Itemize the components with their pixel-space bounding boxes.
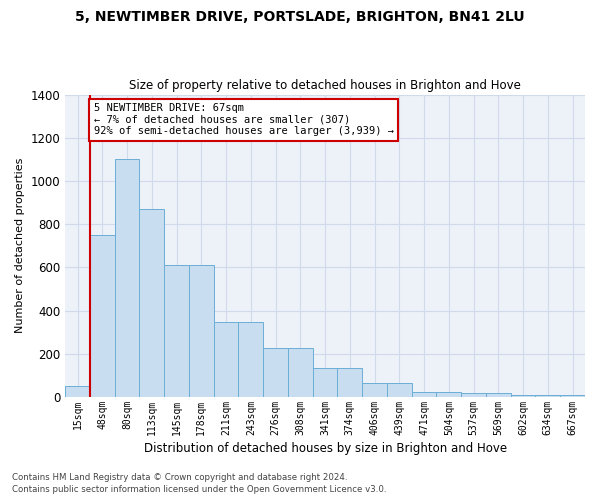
Bar [214, 322, 238, 397]
Bar [461, 392, 486, 397]
Text: 5 NEWTIMBER DRIVE: 67sqm
← 7% of detached houses are smaller (307)
92% of semi-d: 5 NEWTIMBER DRIVE: 67sqm ← 7% of detache… [94, 103, 394, 136]
Bar [412, 392, 436, 397]
Bar [387, 383, 412, 397]
Bar [189, 265, 214, 397]
Text: 5, NEWTIMBER DRIVE, PORTSLADE, BRIGHTON, BN41 2LU: 5, NEWTIMBER DRIVE, PORTSLADE, BRIGHTON,… [75, 10, 525, 24]
Bar [362, 383, 387, 397]
Bar [535, 395, 560, 397]
Bar [65, 386, 90, 397]
Bar [486, 392, 511, 397]
Bar [560, 395, 585, 397]
Bar [511, 395, 535, 397]
Title: Size of property relative to detached houses in Brighton and Hove: Size of property relative to detached ho… [129, 79, 521, 92]
Bar [164, 265, 189, 397]
X-axis label: Distribution of detached houses by size in Brighton and Hove: Distribution of detached houses by size … [143, 442, 506, 455]
Bar [313, 368, 337, 397]
Bar [436, 392, 461, 397]
Bar [288, 348, 313, 397]
Bar [263, 348, 288, 397]
Y-axis label: Number of detached properties: Number of detached properties [15, 158, 25, 334]
Bar [90, 235, 115, 397]
Bar [115, 160, 139, 397]
Bar [337, 368, 362, 397]
Text: Contains HM Land Registry data © Crown copyright and database right 2024.
Contai: Contains HM Land Registry data © Crown c… [12, 472, 386, 494]
Bar [139, 209, 164, 397]
Bar [238, 322, 263, 397]
